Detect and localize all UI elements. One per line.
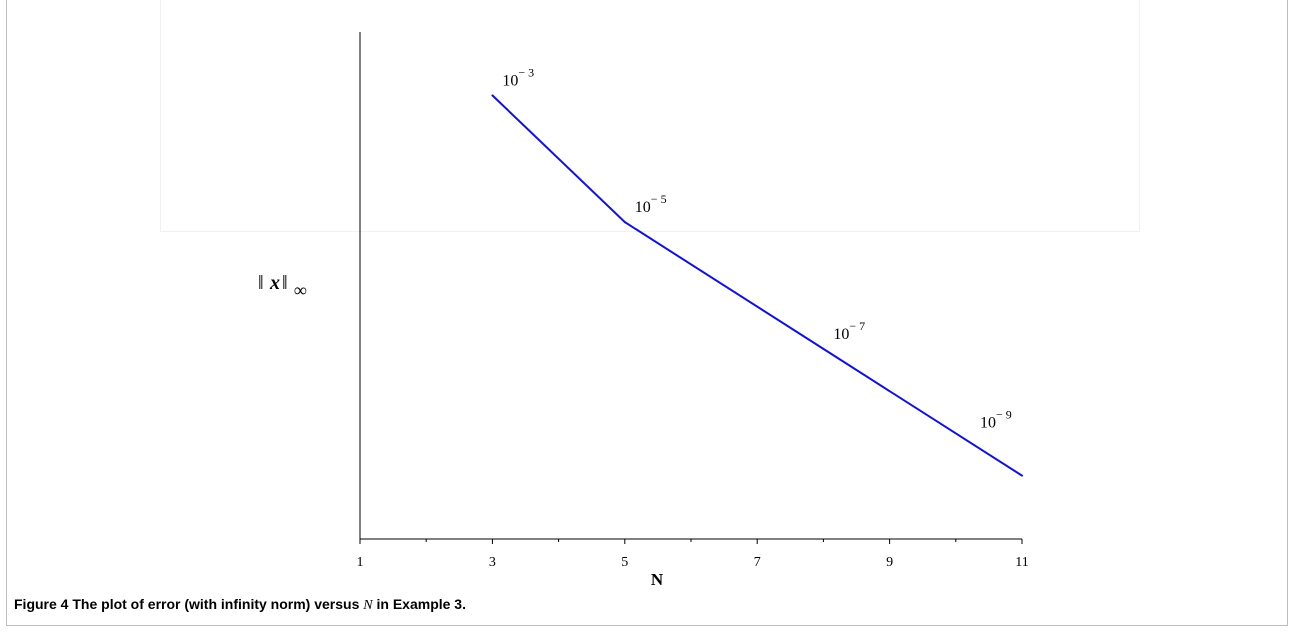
x-tick-label: 11 <box>1015 555 1028 570</box>
data-point <box>1021 474 1023 477</box>
series-line <box>491 94 1023 477</box>
caption-math: N <box>363 598 373 613</box>
y-axis-label: ‖ x ‖ ∞ <box>258 272 307 300</box>
data-label: 10− 3 <box>502 65 534 89</box>
x-tick-label: 9 <box>886 555 893 570</box>
x-tick-label: 3 <box>489 555 496 570</box>
figure-caption: Figure 4 The plot of error (with infinit… <box>14 596 466 614</box>
x-ticks: 1 3 5 7 9 11 <box>357 539 1029 570</box>
y-axis-label-norm-right: ‖ <box>282 272 288 294</box>
x-tick-label: 7 <box>754 555 761 570</box>
figure-frame <box>6 0 1288 626</box>
line-chart: 1 3 5 7 9 11 10− 3 10− 5 10− 7 10− 9 ‖ x ‖ ∞ N <box>258 32 1029 589</box>
y-axis-label-infinity: ∞ <box>294 280 307 300</box>
data-point <box>491 94 494 97</box>
caption-figure-label: Figure 4 <box>14 596 69 612</box>
x-tick-label: 1 <box>357 555 364 570</box>
series-group <box>491 94 1023 477</box>
x-tick-label: 5 <box>621 555 628 570</box>
data-point <box>623 221 626 224</box>
y-axis-label-norm-left: ‖ <box>258 272 264 294</box>
data-label: 10− 5 <box>635 192 667 216</box>
caption-text-before: The plot of error (with infinity norm) v… <box>72 596 360 612</box>
data-point <box>822 347 825 350</box>
caption-text-after: in Example 3. <box>376 596 466 612</box>
x-axis-label: N <box>651 570 664 589</box>
data-label: 10− 9 <box>980 408 1012 432</box>
data-label: 10− 7 <box>833 319 865 343</box>
axes <box>359 32 1022 540</box>
y-axis-label-x: x <box>269 272 280 294</box>
watermark-box <box>160 0 1140 232</box>
point-labels: 10− 3 10− 5 10− 7 10− 9 <box>502 65 1011 431</box>
